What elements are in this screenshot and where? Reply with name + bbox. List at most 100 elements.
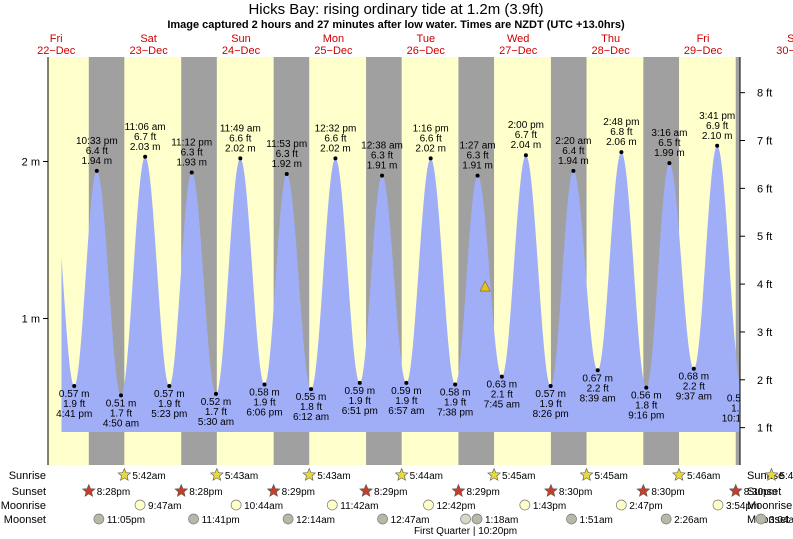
high-tide-label: 6.3 ft (466, 151, 488, 162)
moonrise-icon (519, 499, 531, 511)
low-tide-label: 7:38 pm (437, 407, 473, 418)
moonset-time: 1:51am (580, 515, 613, 526)
moonrise-time: 9:47am (148, 501, 181, 512)
low-tide-point (262, 382, 267, 387)
low-tide-label: 9:37 am (676, 392, 712, 403)
high-tide-label: 2.02 m (320, 143, 351, 154)
low-tide-label: 5:30 am (198, 417, 234, 428)
low-tide-label: 2.1 ft (491, 390, 513, 401)
low-tide-point (644, 385, 649, 390)
moonrise-time: 10:44am (244, 501, 283, 512)
low-tide-point (167, 384, 172, 389)
high-tide-label: 2:20 am (555, 136, 591, 147)
low-tide-label: 0.58 m (249, 387, 280, 398)
high-tide-label: 2:48 pm (603, 117, 639, 128)
sunrise-time: 5:45am (502, 471, 535, 482)
low-tide-label: 1.9 ft (540, 399, 562, 410)
day-date: 22−Dec (37, 45, 76, 57)
moonset-icon (755, 513, 767, 525)
low-tide-label: 2.2 ft (683, 382, 705, 393)
high-tide-label: 1:27 am (460, 141, 496, 152)
high-tide-label: 6.7 ft (515, 130, 537, 141)
high-tide-label: 2.02 m (415, 143, 446, 154)
high-tide-label: 10:33 pm (76, 136, 118, 147)
high-tide-point (715, 143, 720, 148)
chart-title: Hicks Bay: rising ordinary tide at 1.2m … (248, 1, 543, 18)
axes: 1 m 2 m 1 ft 2 ft 3 ft 4 ft 5 ft 6 ft 7 ft 8 ft (22, 57, 772, 465)
day-name: Fri (697, 33, 710, 45)
high-tide-label: 11:53 pm (266, 139, 307, 150)
sunset-icon (728, 483, 743, 497)
low-tide-point (213, 391, 218, 396)
high-tide-label: 6.4 ft (86, 146, 108, 157)
high-tide-label: 1.91 m (462, 161, 493, 172)
sunset-icon (359, 483, 373, 497)
day-date: 24−Dec (222, 45, 261, 57)
high-tide-label: 2.04 m (511, 140, 542, 151)
high-tide-point (333, 156, 338, 161)
sunrise-icon (764, 467, 779, 481)
low-tide-label: 6:57 am (388, 406, 424, 417)
high-tide-point (428, 156, 433, 161)
low-tide-label: 1.8 ft (635, 401, 657, 412)
high-tide-label: 6.4 ft (562, 146, 584, 157)
low-tide-label: 9:16 pm (628, 411, 664, 422)
high-tide-label: 1.94 m (82, 156, 113, 167)
low-tide-label: 10:11 pm (722, 414, 763, 425)
sunrise-icon (394, 467, 409, 481)
sunset-time: 8:29pm (466, 487, 499, 498)
sunset-time: 8:29pm (282, 487, 315, 498)
low-tide-point (309, 387, 314, 392)
high-tide-label: 12:32 pm (315, 123, 357, 134)
moon-phase-label: First Quarter | 10:20pm (414, 526, 517, 537)
high-tide-point (523, 153, 528, 158)
high-tide-label: 6.9 ft (706, 121, 728, 132)
high-tide-label: 11:49 am (220, 123, 261, 134)
night-band (735, 57, 740, 465)
high-tide-label: 6.5 ft (658, 138, 680, 149)
high-tide-label: 2.06 m (606, 137, 637, 148)
day-date: 23−Dec (129, 45, 168, 57)
high-tide-label: 1:16 pm (413, 123, 449, 134)
sunset-icon (266, 483, 281, 497)
moonrise-icon (230, 499, 242, 511)
high-tide-point (619, 150, 624, 155)
high-tide-label: 1.99 m (654, 148, 685, 159)
left-tick-label: 2 m (22, 157, 40, 169)
sunrise-icon (117, 467, 132, 481)
moonrise-row-label-left: Moonrise (1, 500, 46, 512)
moonset-time: 11:41pm (202, 515, 240, 526)
low-tide-point (595, 368, 600, 373)
sunrise-time: 5:43am (317, 471, 350, 482)
sunrise-icon (579, 467, 594, 481)
high-tide-label: 6.3 ft (181, 147, 203, 158)
sunset-icon (451, 483, 466, 497)
day-date: 28−Dec (591, 45, 630, 57)
moonrise-icon (615, 499, 627, 511)
day-name: Wed (507, 33, 529, 45)
high-tide-label: 1.94 m (558, 156, 589, 167)
high-tide-label: 2.03 m (130, 142, 161, 153)
high-tide-label: 1.92 m (271, 159, 302, 170)
day-name: Fri (50, 33, 63, 45)
sunrise-icon (487, 467, 501, 481)
current-tide-marker (479, 280, 491, 292)
sunset-time: 8:30pm (744, 487, 777, 498)
high-tide-label: 3:16 am (651, 128, 687, 139)
day-name: Sat (140, 33, 157, 45)
moonset-icon (471, 513, 483, 525)
day-name: Mon (323, 33, 344, 45)
high-tide-point (667, 161, 672, 166)
moonrise-time: 2:47pm (629, 501, 662, 512)
right-tick-label: 4 ft (757, 279, 772, 291)
low-tide-label: 0.56 m (631, 391, 662, 402)
sunset-time: 8:28pm (97, 487, 130, 498)
moonrise-time: 1:43pm (533, 501, 566, 512)
high-tide-point (571, 168, 576, 173)
low-tide-label: 8:26 pm (533, 409, 569, 420)
high-tide-point (143, 154, 148, 159)
high-tide-point (475, 173, 480, 178)
day-date: 27−Dec (499, 45, 538, 57)
high-tide-label: 1.91 m (367, 161, 398, 172)
high-tide-label: 6.3 ft (371, 151, 393, 162)
